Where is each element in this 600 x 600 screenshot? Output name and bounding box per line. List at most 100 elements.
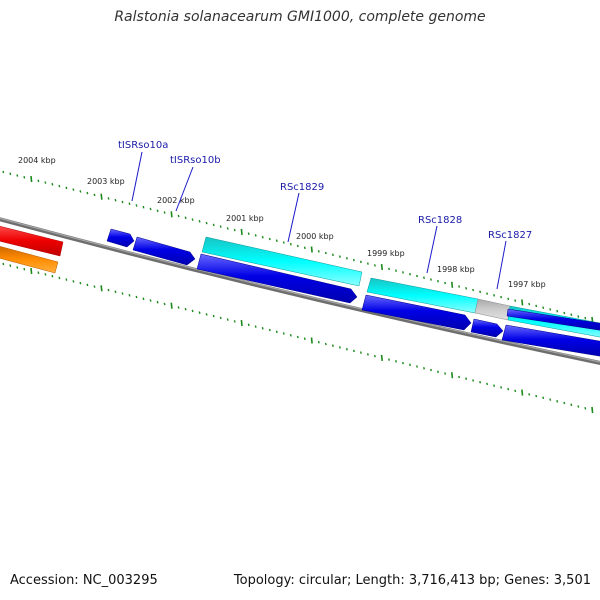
minor-tick [212, 223, 215, 227]
gene-arrow-reverse[interactable] [196, 253, 358, 304]
minor-tick [563, 401, 566, 405]
major-tick [380, 354, 383, 361]
minor-tick [275, 330, 278, 334]
minor-tick [86, 283, 89, 287]
scale-label: 1997 kbp [508, 280, 546, 289]
minor-tick [72, 280, 75, 283]
scale-label: 2004 kbp [18, 156, 56, 165]
major-tick [521, 299, 524, 306]
major-tick [100, 193, 103, 200]
minor-tick [107, 197, 110, 200]
gene-arrow-reverse[interactable] [361, 294, 472, 331]
minor-tick [9, 172, 12, 176]
orange-feature[interactable] [0, 245, 59, 274]
gene-label-tisrso10a[interactable]: tISRso10a [118, 140, 168, 151]
major-tick [100, 285, 103, 292]
scale-label: 2003 kbp [87, 177, 125, 186]
minor-tick [254, 325, 257, 328]
minor-tick [268, 328, 271, 332]
gene-rsc1829[interactable] [201, 236, 363, 287]
major-tick [170, 211, 173, 218]
minor-tick [51, 183, 54, 186]
minor-tick [409, 363, 411, 367]
minor-tick [163, 211, 166, 214]
gene-labels: tISRso10a tISRso10b RSc1829 RSc1828 RSc1… [118, 140, 532, 241]
minor-tick [128, 294, 131, 297]
minor-tick [472, 288, 475, 292]
minor-tick [472, 379, 475, 382]
gene-label-rsc1829[interactable]: RSc1829 [280, 182, 324, 193]
scale-ticks-inner [2, 262, 594, 414]
minor-tick [219, 316, 222, 320]
gene-arrow-tisrso10b[interactable] [132, 236, 196, 266]
rna-feature[interactable] [0, 225, 64, 257]
minor-tick [486, 292, 489, 295]
minor-tick [324, 251, 327, 255]
minor-tick [317, 340, 320, 344]
minor-tick [156, 300, 159, 304]
minor-tick [542, 306, 545, 309]
genome-backbone [0, 217, 600, 365]
minor-tick [282, 241, 285, 244]
gene-label-lines [131, 151, 507, 290]
minor-tick [261, 327, 264, 330]
minor-tick [352, 258, 355, 262]
minor-tick [135, 295, 138, 299]
minor-tick [465, 287, 468, 290]
major-tick [310, 246, 313, 253]
minor-tick [149, 207, 152, 211]
minor-tick [184, 216, 187, 220]
minor-tick [212, 314, 215, 318]
gene-label-tisrso10b[interactable]: tISRso10b [170, 155, 221, 166]
gene-arrow-reverse[interactable] [501, 324, 600, 357]
forward-strand-features [106, 228, 600, 338]
major-tick [30, 175, 33, 183]
minor-tick [373, 264, 376, 267]
minor-tick [177, 306, 180, 309]
minor-tick [268, 237, 271, 241]
minor-tick [458, 285, 461, 288]
minor-tick [163, 302, 166, 306]
minor-tick [128, 202, 131, 205]
minor-tick [44, 273, 47, 276]
minor-tick [395, 269, 397, 272]
minor-tick [65, 278, 68, 281]
gene-overlap-blue[interactable] [506, 308, 600, 331]
minor-tick [373, 354, 376, 358]
gene-arrow-tisrso10a[interactable] [106, 228, 135, 248]
minor-tick [37, 271, 40, 274]
map-title: Ralstonia solanacearum GMI1000, complete… [114, 9, 486, 25]
minor-tick [500, 295, 503, 299]
minor-tick [493, 294, 496, 297]
minor-tick [549, 398, 552, 401]
gene-label-rsc1827[interactable]: RSc1827 [488, 230, 532, 241]
minor-tick [51, 274, 54, 278]
minor-tick [388, 358, 390, 361]
minor-tick [156, 209, 159, 213]
minor-tick [205, 313, 208, 316]
minor-tick [114, 198, 117, 202]
major-tick [380, 264, 383, 271]
minor-tick [458, 375, 461, 379]
minor-tick [444, 372, 447, 375]
gene-label-rsc1828[interactable]: RSc1828 [418, 215, 462, 226]
minor-tick [184, 307, 187, 311]
scale-labels: 2004 kbp 2003 kbp 2002 kbp 2001 kbp 2000… [18, 156, 546, 289]
minor-tick [198, 311, 201, 314]
minor-tick [479, 290, 482, 294]
minor-tick [93, 285, 96, 288]
minor-tick [352, 349, 355, 353]
minor-tick [542, 396, 545, 400]
minor-tick [247, 323, 250, 327]
minor-tick [296, 335, 299, 339]
gray-feature[interactable] [474, 298, 511, 321]
minor-tick [402, 271, 404, 274]
gene-arrow-reverse[interactable] [470, 318, 504, 338]
minor-tick [331, 344, 334, 347]
reverse-strand-features [196, 253, 600, 357]
minor-tick [430, 278, 432, 281]
scale-label: 2002 kbp [157, 196, 195, 205]
scale-label: 1998 kbp [437, 265, 475, 274]
minor-tick [345, 347, 348, 351]
